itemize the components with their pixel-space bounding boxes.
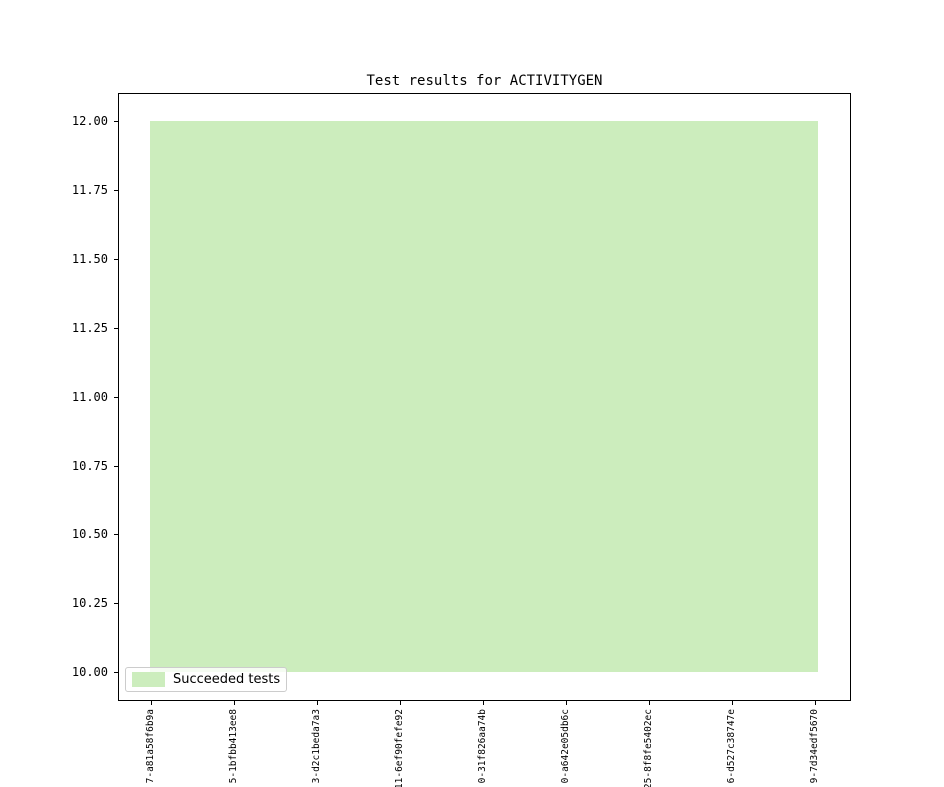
y-tick-label: 10.50 <box>71 527 108 541</box>
x-tick-mark <box>234 701 235 705</box>
x-tick-mark <box>732 701 733 705</box>
y-tick-label: 11.75 <box>71 183 108 197</box>
x-tick-mark <box>400 701 401 705</box>
x-tick-label: 3-d2c1beda7a3 <box>311 709 322 784</box>
x-tick-label: 0-31f826aa74b <box>477 709 488 784</box>
y-tick-mark <box>114 397 118 398</box>
y-tick-mark <box>114 190 118 191</box>
y-tick-label: 11.50 <box>71 252 108 266</box>
x-tick-label: 6-d527c38747e <box>726 709 737 784</box>
y-tick-label: 11.25 <box>71 321 108 335</box>
x-tick-mark <box>483 701 484 705</box>
succeeded-tests-bar <box>150 121 818 672</box>
x-tick-mark <box>317 701 318 705</box>
y-tick-label: 10.75 <box>71 459 108 473</box>
y-tick-label: 10.25 <box>71 596 108 610</box>
legend-swatch-succeeded-tests <box>132 672 165 687</box>
y-tick-mark <box>114 534 118 535</box>
y-tick-label: 11.00 <box>71 390 108 404</box>
x-tick-label: 5-1bfbb413ee8 <box>228 709 239 784</box>
x-tick-mark <box>151 701 152 705</box>
chart-title: Test results for ACTIVITYGEN <box>366 73 603 89</box>
x-tick-label: 11-6ef90fefe92 <box>394 709 405 787</box>
y-tick-mark <box>114 121 118 122</box>
x-tick-label: 7-a81a58f6b9a <box>145 709 156 784</box>
x-tick-label: 0-a642e05db6c <box>560 709 571 784</box>
legend-label: Succeeded tests <box>173 672 281 687</box>
y-tick-label: 10.00 <box>71 665 108 679</box>
x-tick-mark <box>649 701 650 705</box>
y-tick-mark <box>114 328 118 329</box>
x-tick-mark <box>566 701 567 705</box>
x-tick-label: 9-7d34edf5670 <box>809 709 820 784</box>
x-tick-label: 25-8f8fe5402ec <box>643 709 654 787</box>
x-tick-mark <box>815 701 816 705</box>
y-tick-mark <box>114 466 118 467</box>
y-tick-label: 12.00 <box>71 114 108 128</box>
y-tick-mark <box>114 672 118 673</box>
y-tick-mark <box>114 259 118 260</box>
legend: Succeeded tests <box>125 667 287 692</box>
y-tick-mark <box>114 603 118 604</box>
